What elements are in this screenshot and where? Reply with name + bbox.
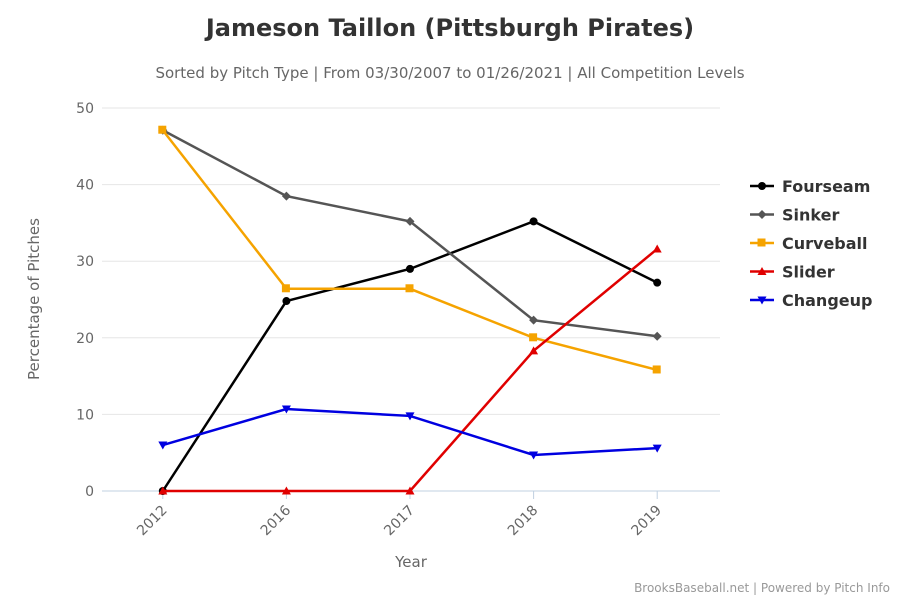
- data-point-sinker[interactable]: [652, 331, 662, 341]
- data-point-slider[interactable]: [529, 346, 539, 355]
- y-tick-label: 30: [76, 254, 94, 270]
- data-point-curveball[interactable]: [158, 125, 167, 134]
- data-point-fourseam[interactable]: [653, 278, 662, 287]
- data-point-curveball[interactable]: [281, 284, 290, 293]
- y-tick-label: 10: [76, 407, 94, 423]
- data-point-curveball[interactable]: [529, 333, 538, 342]
- legend-marker[interactable]: [757, 296, 767, 305]
- data-point-curveball[interactable]: [652, 365, 661, 374]
- data-point-slider[interactable]: [281, 486, 291, 495]
- legend-item-changeup[interactable]: Changeup: [750, 291, 872, 310]
- legend-label: Fourseam: [782, 177, 870, 196]
- series-changeup: [158, 405, 662, 460]
- chart-title: Jameson Taillon (Pittsburgh Pirates): [204, 14, 694, 42]
- data-point-fourseam[interactable]: [406, 264, 414, 273]
- data-point-slider[interactable]: [652, 244, 662, 253]
- legend-item-curveball[interactable]: Curveball: [750, 234, 868, 253]
- series-line-sinker[interactable]: [162, 129, 658, 338]
- data-point-sinker[interactable]: [281, 191, 291, 201]
- x-tick-label: 2012: [134, 503, 171, 540]
- x-tick-label: 2017: [381, 503, 418, 540]
- data-point-curveball[interactable]: [405, 284, 414, 293]
- credit-text[interactable]: BrooksBaseball.net | Powered by Pitch In…: [634, 581, 890, 595]
- data-point-changeup[interactable]: [281, 405, 291, 414]
- data-point-sinker[interactable]: [405, 216, 415, 226]
- y-tick-label: 40: [76, 178, 94, 194]
- legend-marker[interactable]: [758, 182, 766, 190]
- legend-label: Changeup: [782, 291, 872, 310]
- data-point-changeup[interactable]: [529, 451, 539, 460]
- data-point-changeup[interactable]: [158, 441, 168, 450]
- x-tick-label: 2016: [258, 502, 295, 539]
- series-fourseam: [158, 217, 662, 495]
- legend-item-sinker[interactable]: Sinker: [750, 206, 839, 225]
- y-axis-label: Percentage of Pitches: [25, 218, 43, 380]
- series-line-curveball[interactable]: [161, 129, 658, 372]
- legend-item-slider[interactable]: Slider: [750, 263, 835, 282]
- legend-label: Slider: [782, 263, 835, 282]
- legend-marker[interactable]: [757, 210, 767, 219]
- y-tick-label: 20: [76, 331, 94, 347]
- data-point-slider[interactable]: [158, 486, 168, 495]
- legend-label: Sinker: [782, 206, 839, 225]
- data-point-sinker[interactable]: [529, 315, 539, 325]
- data-point-slider[interactable]: [405, 486, 415, 495]
- x-tick-label: 2018: [505, 503, 542, 540]
- x-axis-label: Year: [394, 553, 428, 571]
- data-point-fourseam[interactable]: [282, 297, 291, 306]
- series-slider: [158, 244, 662, 495]
- chart-subtitle: Sorted by Pitch Type | From 03/30/2007 t…: [155, 64, 744, 82]
- x-tick-label: 2019: [629, 503, 666, 540]
- y-tick-label: 0: [85, 484, 94, 500]
- y-tick-label: 50: [76, 101, 94, 117]
- series-curveball: [158, 125, 661, 374]
- legend-marker[interactable]: [757, 267, 767, 275]
- series-line-fourseam[interactable]: [161, 220, 658, 492]
- legend-label: Curveball: [782, 234, 868, 253]
- legend-marker[interactable]: [757, 238, 766, 247]
- legend-item-fourseam[interactable]: Fourseam: [750, 177, 870, 196]
- data-point-changeup[interactable]: [652, 444, 662, 453]
- data-point-changeup[interactable]: [405, 412, 415, 421]
- data-point-fourseam[interactable]: [529, 217, 538, 226]
